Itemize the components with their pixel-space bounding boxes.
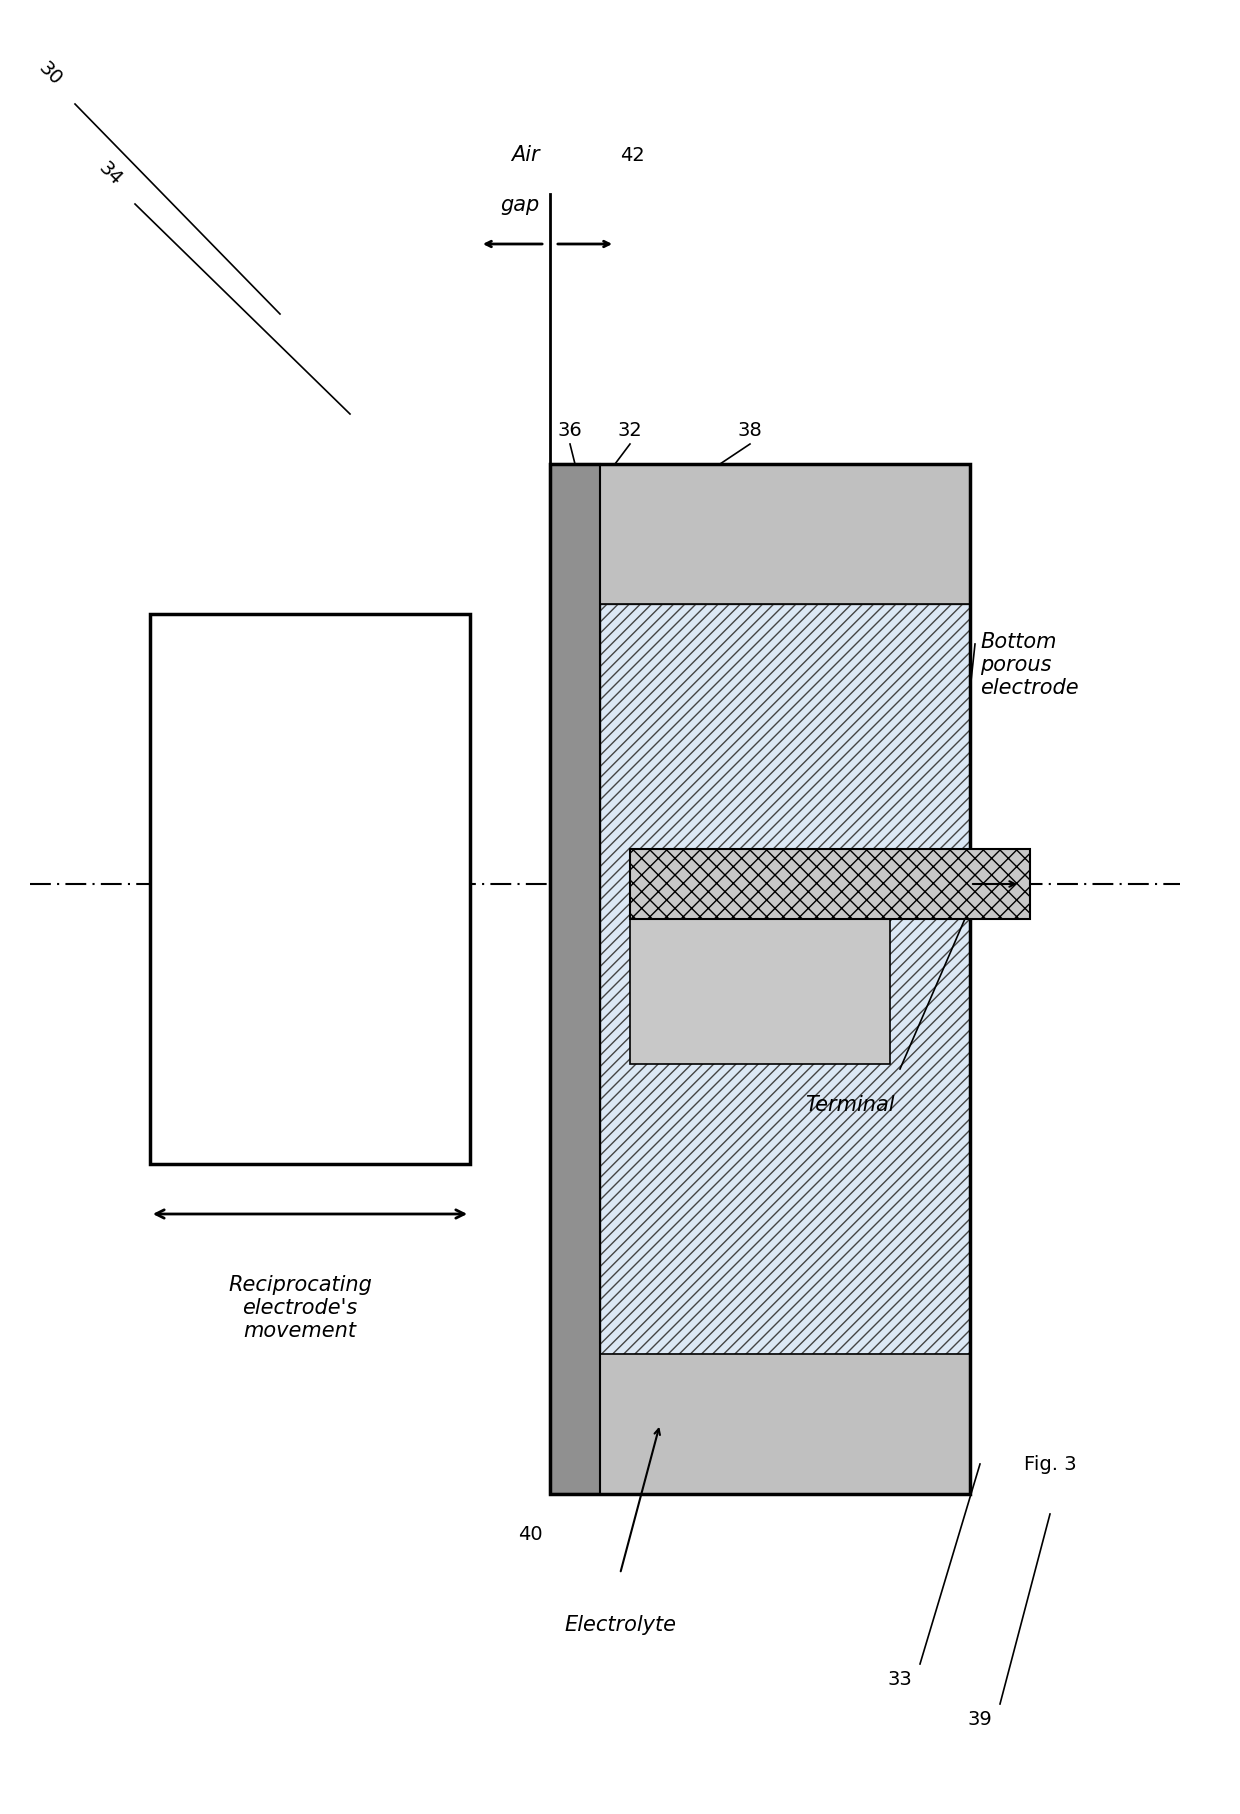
Text: Upper
electrodes: Upper electrodes — [200, 711, 308, 818]
Text: 30: 30 — [35, 58, 66, 89]
Text: 38: 38 — [738, 421, 763, 439]
Bar — [551, 464, 600, 1495]
Text: 33: 33 — [888, 1669, 913, 1689]
Bar — [600, 464, 970, 604]
Text: 42: 42 — [620, 145, 645, 165]
Bar — [630, 849, 1030, 920]
Bar — [600, 604, 970, 1355]
Text: Bottom
porous
electrode: Bottom porous electrode — [980, 631, 1079, 698]
Text: Terminal: Terminal — [805, 1094, 895, 1114]
Text: 34: 34 — [94, 158, 125, 189]
Text: 36: 36 — [558, 421, 583, 439]
Text: Electrolyte: Electrolyte — [564, 1614, 676, 1634]
Text: 32: 32 — [618, 421, 642, 439]
Text: Reciprocating
electrode's
movement: Reciprocating electrode's movement — [228, 1273, 372, 1341]
Bar — [551, 464, 970, 1495]
Bar — [150, 615, 470, 1165]
Bar — [600, 1355, 970, 1495]
Text: 39: 39 — [967, 1709, 992, 1729]
Text: Air: Air — [511, 145, 539, 165]
Text: gap: gap — [501, 194, 539, 214]
Text: Fig. 3: Fig. 3 — [1024, 1455, 1076, 1473]
Bar — [630, 885, 890, 1065]
Text: 40: 40 — [517, 1524, 542, 1544]
